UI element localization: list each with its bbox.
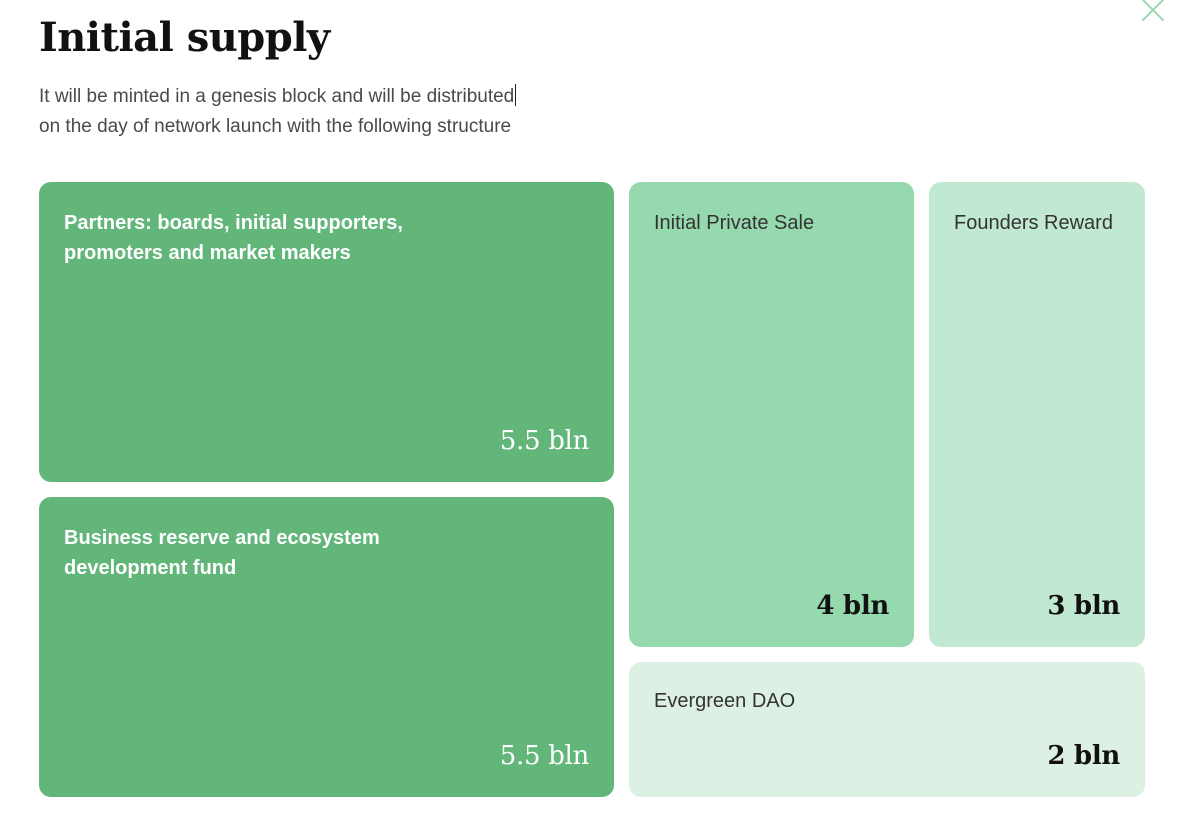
card-private-sale-value: 4 bln: [816, 591, 889, 621]
card-partners-value: 5.5 bln: [499, 426, 590, 456]
card-evergreen-dao-value: 2 bln: [1047, 741, 1120, 771]
page-description: It will be minted in a genesis block and…: [39, 82, 599, 142]
card-evergreen-dao: Evergreen DAO 2 bln: [629, 662, 1145, 797]
card-private-sale: Initial Private Sale 4 bln: [629, 182, 914, 647]
description-line-1: It will be minted in a genesis block and…: [39, 84, 517, 107]
card-partners-label: Partners: boards, initial supporters, pr…: [64, 212, 403, 264]
card-evergreen-dao-label: Evergreen DAO: [654, 690, 796, 712]
close-icon[interactable]: [1139, 0, 1167, 24]
description-line-2: on the day of network launch with the fo…: [39, 116, 512, 137]
card-private-sale-label: Initial Private Sale: [654, 212, 815, 234]
card-business-reserve: Business reserve and ecosystem developme…: [39, 497, 614, 797]
card-founders-reward-label: Founders Reward: [954, 212, 1113, 234]
card-founders-reward: Founders Reward 3 bln: [929, 182, 1145, 647]
text-caret: [515, 84, 517, 106]
card-partners: Partners: boards, initial supporters, pr…: [39, 182, 614, 482]
card-business-reserve-label: Business reserve and ecosystem developme…: [64, 527, 380, 579]
card-founders-reward-value: 3 bln: [1047, 591, 1120, 621]
card-business-reserve-value: 5.5 bln: [499, 741, 590, 771]
page-title: Initial supply: [39, 14, 330, 61]
